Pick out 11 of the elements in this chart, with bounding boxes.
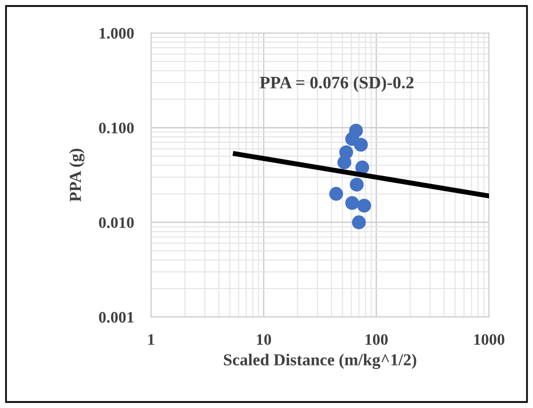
y-axis-title: PPA (g) bbox=[69, 148, 85, 202]
x-tick-label: 1 bbox=[148, 334, 154, 345]
y-tick-label: 0.100 bbox=[99, 122, 134, 134]
annotation: PPA = 0.076 (SD)-0.2 bbox=[260, 76, 414, 92]
y-tick-label: 1.000 bbox=[100, 28, 134, 39]
y-tick-label: 0.010 bbox=[99, 217, 134, 228]
x-tick-label: 10 bbox=[256, 334, 272, 345]
x-axis-title: Scaled Distance (m/kg^1/2) bbox=[224, 354, 416, 369]
y-tick-label: 0.001 bbox=[99, 312, 134, 323]
x-tick-label: 100 bbox=[366, 334, 388, 345]
x-tick-label: 1000 bbox=[474, 334, 504, 345]
